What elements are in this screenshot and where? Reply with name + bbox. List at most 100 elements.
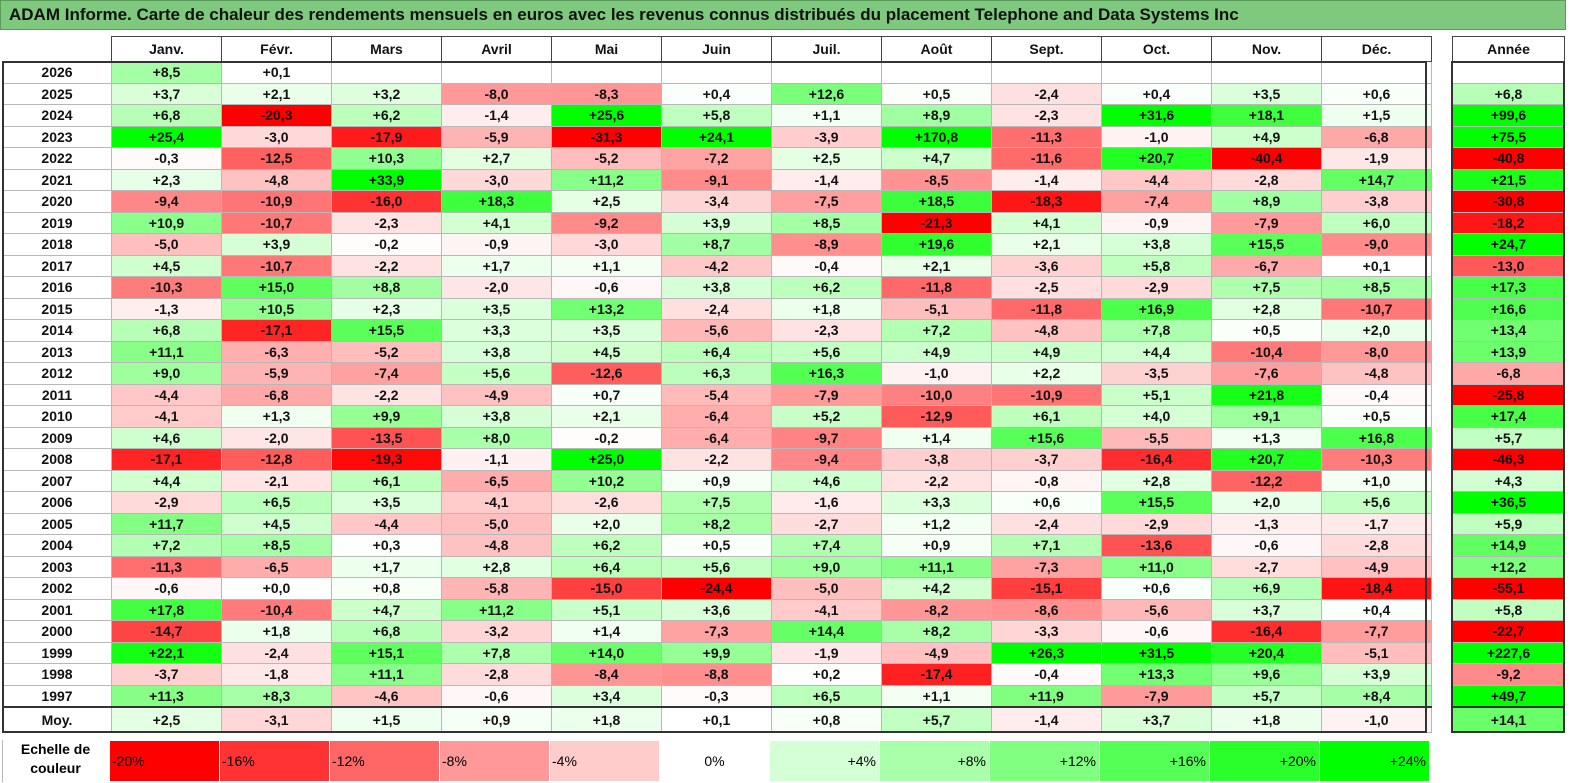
heatmap-cell bbox=[991, 61, 1102, 84]
heatmap-cell: +4,4 bbox=[1101, 340, 1212, 363]
heatmap-cell: -13,6 bbox=[1101, 534, 1212, 557]
annual-cell: -30,8 bbox=[1452, 190, 1565, 213]
heatmap-cell: -2,8 bbox=[441, 663, 552, 686]
heatmap-cell: -15,1 bbox=[991, 577, 1102, 600]
heatmap-cell: -2,9 bbox=[1101, 276, 1212, 299]
heatmap-cell: +11,1 bbox=[111, 340, 222, 363]
heatmap-cell: -1,0 bbox=[881, 362, 992, 385]
page-title: ADAM Informe. Carte de chaleur des rende… bbox=[0, 0, 1566, 30]
heatmap-cell: -2,4 bbox=[661, 297, 772, 320]
heatmap-cell: -10,4 bbox=[221, 598, 332, 621]
average-cell: +1,5 bbox=[331, 706, 442, 733]
heatmap-cell: +3,2 bbox=[331, 82, 442, 105]
average-annual-cell: +14,1 bbox=[1452, 706, 1565, 733]
heatmap-cell: +5,6 bbox=[771, 340, 882, 363]
heatmap-cell: +4,1 bbox=[441, 211, 552, 234]
year-label: 2005 bbox=[2, 512, 112, 535]
heatmap-cell: +4,7 bbox=[881, 147, 992, 170]
heatmap-cell: +7,8 bbox=[1101, 319, 1212, 342]
heatmap-cell: +1,2 bbox=[881, 512, 992, 535]
annual-cell: -25,8 bbox=[1452, 383, 1565, 406]
heatmap-cell: -5,6 bbox=[1101, 598, 1212, 621]
heatmap-cell: +6,8 bbox=[331, 620, 442, 643]
heatmap-cell: +3,5 bbox=[551, 319, 662, 342]
heatmap-cell: -7,6 bbox=[1211, 362, 1322, 385]
heatmap-cell: -21,3 bbox=[881, 211, 992, 234]
heatmap-cell: +9,1 bbox=[1211, 405, 1322, 428]
heatmap-cell: -10,7 bbox=[1321, 297, 1432, 320]
year-label: 2012 bbox=[2, 362, 112, 385]
heatmap-cell: +20,7 bbox=[1101, 147, 1212, 170]
color-scale-swatch: +24% bbox=[1320, 741, 1430, 781]
table-row: 2009 +4,6 -2,0 -13,5 +8,0 -0,2 -6,4 -9,7 +1,4 +15… bbox=[2, 426, 1432, 449]
annual-body: +6,8 +99,6 +75,5 -40,8 +21,5 -30,8 -18,2 +24,7-… bbox=[1452, 61, 1565, 733]
annual-row: +99,6 bbox=[1452, 104, 1565, 127]
heatmap-cell: -2,0 bbox=[221, 426, 332, 449]
heatmap-cell: -4,9 bbox=[1321, 555, 1432, 578]
heatmap-cell: +6,1 bbox=[991, 405, 1102, 428]
annual-row: -40,8 bbox=[1452, 147, 1565, 170]
month-header: Juil. bbox=[771, 36, 882, 62]
heatmap-cell: +6,3 bbox=[661, 362, 772, 385]
heatmap-cell: +4,5 bbox=[551, 340, 662, 363]
heatmap-cell: +1,1 bbox=[771, 104, 882, 127]
year-label: 2020 bbox=[2, 190, 112, 213]
year-label: 2000 bbox=[2, 620, 112, 643]
heatmap-cell: +1,8 bbox=[221, 620, 332, 643]
year-label: 2015 bbox=[2, 297, 112, 320]
color-scale-swatch: 0% bbox=[660, 741, 770, 781]
annual-row: +75,5 bbox=[1452, 125, 1565, 148]
heatmap-cell: -1,9 bbox=[771, 641, 882, 664]
heatmap-cell: +8,5 bbox=[221, 534, 332, 557]
heatmap-cell: +5,2 bbox=[771, 405, 882, 428]
year-label: 2004 bbox=[2, 534, 112, 557]
annual-cell: +12,2 bbox=[1452, 555, 1565, 578]
heatmap-cell: +5,7 bbox=[1211, 684, 1322, 708]
heatmap-cell: -12,2 bbox=[1211, 469, 1322, 492]
year-label: 2021 bbox=[2, 168, 112, 191]
annual-cell: +14,9 bbox=[1452, 534, 1565, 557]
heatmap-cell: +1,8 bbox=[771, 297, 882, 320]
heatmap-cell: +5,8 bbox=[1101, 254, 1212, 277]
heatmap-cell: +7,4 bbox=[771, 534, 882, 557]
annual-row: -9,2 bbox=[1452, 663, 1565, 686]
heatmap-cell: +3,7 bbox=[111, 82, 222, 105]
heatmap-cell: -4,8 bbox=[991, 319, 1102, 342]
month-header: Mai bbox=[551, 36, 662, 62]
year-label: 2016 bbox=[2, 276, 112, 299]
table-row: 2015 -1,3 +10,5 +2,3 +3,5 +13,2 -2,4 +1,8 -5,1 -1… bbox=[2, 297, 1432, 320]
color-scale-swatch: -16% bbox=[220, 741, 330, 781]
heatmap-cell: +1,5 bbox=[1321, 104, 1432, 127]
heatmap-cell: +11,7 bbox=[111, 512, 222, 535]
heatmap-cell: -2,7 bbox=[1211, 555, 1322, 578]
heatmap-cell: +25,0 bbox=[551, 448, 662, 471]
heatmap-cell: +0,2 bbox=[771, 663, 882, 686]
month-header: Juin bbox=[661, 36, 772, 62]
heatmap-cell: -8,3 bbox=[551, 82, 662, 105]
heatmap-cell: +6,9 bbox=[1211, 577, 1322, 600]
heatmap-cell: -0,4 bbox=[1321, 383, 1432, 406]
heatmap-cell: +9,0 bbox=[111, 362, 222, 385]
average-cell: -1,0 bbox=[1321, 706, 1432, 733]
heatmap-cell: -6,8 bbox=[1321, 125, 1432, 148]
heatmap-cell: -0,4 bbox=[991, 663, 1102, 686]
color-scale-swatch: +12% bbox=[990, 741, 1100, 781]
heatmap-cell: +0,4 bbox=[1101, 82, 1212, 105]
year-label: 2002 bbox=[2, 577, 112, 600]
heatmap-cell: +6,8 bbox=[111, 104, 222, 127]
heatmap-cell: -14,7 bbox=[111, 620, 222, 643]
heatmap-cell: +7,2 bbox=[881, 319, 992, 342]
heatmap-cell: -15,0 bbox=[551, 577, 662, 600]
heatmap-cell: -2,4 bbox=[991, 512, 1102, 535]
heatmap-cell: +2,3 bbox=[331, 297, 442, 320]
heatmap-cell: +9,0 bbox=[771, 555, 882, 578]
heatmap-cell: +2,7 bbox=[441, 147, 552, 170]
heatmap-cell: -3,7 bbox=[111, 663, 222, 686]
heatmap-cell: +6,4 bbox=[551, 555, 662, 578]
heatmap-cell: -8,0 bbox=[1321, 340, 1432, 363]
heatmap-cell: -8,6 bbox=[991, 598, 1102, 621]
heatmap-cell bbox=[441, 61, 552, 84]
heatmap-cell: -0,6 bbox=[111, 577, 222, 600]
heatmap-cell: +5,6 bbox=[661, 555, 772, 578]
heatmap-cell: -4,8 bbox=[441, 534, 552, 557]
